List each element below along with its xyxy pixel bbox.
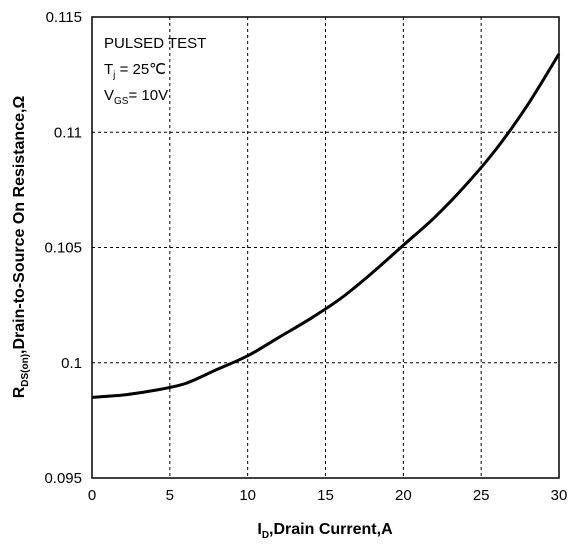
- annotation-line-1: PULSED TEST: [104, 35, 206, 52]
- x-tick-label: 15: [317, 487, 334, 504]
- y-tick-label: 0.105: [44, 240, 82, 257]
- x-tick-label: 10: [239, 487, 256, 504]
- annotation-line-3: VGS= 10V: [104, 87, 168, 107]
- x-tick-label: 25: [473, 487, 490, 504]
- y-tick-label: 0.115: [46, 9, 82, 26]
- x-tick-label: 30: [551, 487, 568, 504]
- y-axis-title: RDS(on),Drain-to-Source On Resistance,Ω: [11, 96, 31, 399]
- annotation-line-2: Tj = 25℃: [104, 61, 166, 81]
- y-tick-label: 0.1: [61, 355, 82, 372]
- plot-frame: [91, 16, 560, 479]
- annotation: PULSED TEST Tj = 25℃ VGS= 10V: [104, 35, 206, 107]
- x-tick-label: 0: [88, 487, 96, 504]
- x-axis-title: ID,Drain Current,A: [257, 521, 393, 541]
- y-tick-label: 0.095: [44, 470, 82, 487]
- x-tick-label: 20: [395, 487, 412, 504]
- grid: [92, 17, 559, 478]
- x-tick-label: 5: [166, 487, 174, 504]
- tick-labels: 0 5 10 15 20 25 30 0.095 0.1 0.105 0.11 0.115: [44, 9, 567, 504]
- series-line: [91, 53, 561, 399]
- y-tick-label: 0.11: [54, 124, 82, 141]
